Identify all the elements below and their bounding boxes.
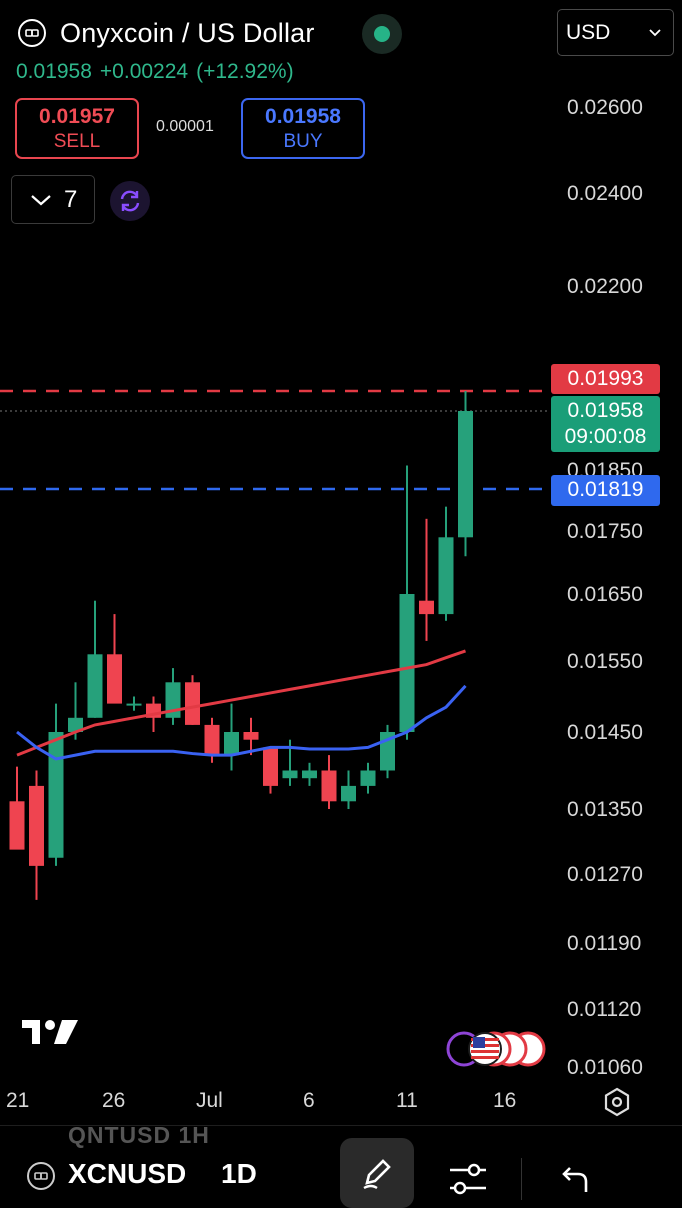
onyxcoin-logo-icon bbox=[27, 1162, 55, 1190]
time-axis-label: 26 bbox=[102, 1089, 126, 1112]
candle-body bbox=[9, 801, 25, 850]
economic-events-flags[interactable] bbox=[446, 1029, 550, 1069]
previous-symbol-ghost: QNTUSD 1H bbox=[68, 1122, 210, 1148]
sell-button[interactable]: 0.01957 SELL bbox=[15, 98, 139, 159]
buy-label: BUY bbox=[283, 130, 323, 152]
candle-body bbox=[360, 770, 376, 786]
pencil-icon bbox=[363, 1159, 391, 1190]
time-axis-label: 21 bbox=[6, 1089, 30, 1112]
interval-button[interactable]: 1D bbox=[221, 1158, 257, 1189]
market-status-indicator[interactable] bbox=[362, 14, 402, 54]
price-change: +0.00224 bbox=[99, 60, 189, 83]
candle-body bbox=[438, 537, 454, 615]
time-axis-label: 6 bbox=[303, 1089, 315, 1112]
onyxcoin-logo-icon bbox=[18, 19, 46, 47]
high-price-tag: 0.01993 bbox=[551, 364, 660, 394]
price-axis-label: 0.01060 bbox=[567, 1056, 643, 1074]
candle-body bbox=[302, 770, 317, 779]
symbol-title[interactable]: Onyxcoin / US Dollar bbox=[60, 17, 315, 48]
candle-body bbox=[399, 594, 415, 732]
price-axis-label: 0.01650 bbox=[567, 583, 643, 606]
sell-label: SELL bbox=[53, 130, 101, 152]
undo-icon[interactable] bbox=[560, 1162, 592, 1194]
candle-body bbox=[224, 732, 239, 756]
currency-value: USD bbox=[566, 20, 611, 44]
candle-body bbox=[87, 654, 103, 718]
candle-body bbox=[48, 732, 64, 858]
price-axis-label: 0.02600 bbox=[567, 96, 643, 119]
drawing-tools-button[interactable] bbox=[340, 1138, 414, 1208]
candle-body bbox=[282, 770, 298, 779]
slow-moving-average-line bbox=[16, 649, 466, 757]
candle-body bbox=[29, 785, 44, 866]
toolbar-divider bbox=[521, 1158, 522, 1200]
time-axis-label: 16 bbox=[493, 1089, 517, 1112]
buy-price: 0.01958 bbox=[265, 104, 341, 128]
price-axis-label: 0.01350 bbox=[567, 798, 643, 821]
bar-countdown: 09:00:08 bbox=[564, 425, 647, 448]
chart-settings-hexagon-icon[interactable] bbox=[601, 1086, 633, 1118]
price-summary: 0.01958 +0.00224 (+12.92%) bbox=[16, 60, 302, 84]
price-axis-label: 0.02400 bbox=[567, 182, 643, 205]
current-price-tag: 0.01958 09:00:08 bbox=[551, 396, 660, 452]
candle-body bbox=[185, 682, 200, 725]
time-axis-label: Jul bbox=[196, 1089, 223, 1112]
candle-body bbox=[419, 600, 434, 615]
price-axis-label: 0.01190 bbox=[567, 932, 642, 955]
last-price: 0.01958 bbox=[16, 60, 92, 83]
chevron-down-icon bbox=[31, 194, 51, 205]
price-chart[interactable] bbox=[0, 0, 550, 1085]
currency-select[interactable]: USD bbox=[557, 9, 674, 56]
chart-header: Onyxcoin / US Dollar bbox=[18, 12, 315, 54]
price-axis-label: 0.01450 bbox=[567, 721, 643, 744]
chevron-down-icon bbox=[649, 28, 661, 36]
candle-body bbox=[204, 724, 220, 756]
indicators-sliders-icon[interactable] bbox=[448, 1158, 488, 1198]
price-axis-label: 0.02200 bbox=[567, 275, 643, 298]
candle-body bbox=[341, 785, 356, 802]
candle-body bbox=[263, 747, 278, 786]
price-axis-label: 0.01120 bbox=[567, 998, 642, 1021]
indicators-toggle[interactable]: 7 bbox=[11, 175, 95, 224]
price-change-percent: (+12.92%) bbox=[196, 60, 294, 83]
sell-price: 0.01957 bbox=[39, 104, 115, 128]
price-axis-label: 0.01750 bbox=[567, 520, 643, 543]
fast-moving-average-line bbox=[16, 684, 467, 761]
price-axis-label: 0.01270 bbox=[567, 863, 643, 886]
indicator-count: 7 bbox=[64, 185, 78, 213]
candle-body bbox=[107, 654, 122, 704]
current-price-value: 0.01958 bbox=[567, 399, 644, 422]
sync-button[interactable] bbox=[110, 181, 150, 221]
spread-value: 0.00001 bbox=[156, 118, 214, 135]
symbol-button[interactable]: XCNUSD bbox=[68, 1158, 187, 1189]
candle-body bbox=[243, 732, 259, 740]
tradingview-logo-icon bbox=[22, 1020, 78, 1044]
candle-body bbox=[126, 703, 142, 706]
price-axis-label: 0.01550 bbox=[567, 650, 643, 673]
candle-body bbox=[321, 770, 337, 802]
candle-body bbox=[458, 411, 473, 538]
us-flag-icon bbox=[468, 1032, 502, 1066]
time-axis-label: 11 bbox=[396, 1089, 418, 1112]
candle-body bbox=[68, 717, 83, 732]
sync-icon bbox=[120, 190, 140, 212]
low-price-tag: 0.01819 bbox=[551, 475, 660, 506]
market-open-dot-icon bbox=[374, 26, 390, 42]
buy-button[interactable]: 0.01958 BUY bbox=[241, 98, 365, 159]
